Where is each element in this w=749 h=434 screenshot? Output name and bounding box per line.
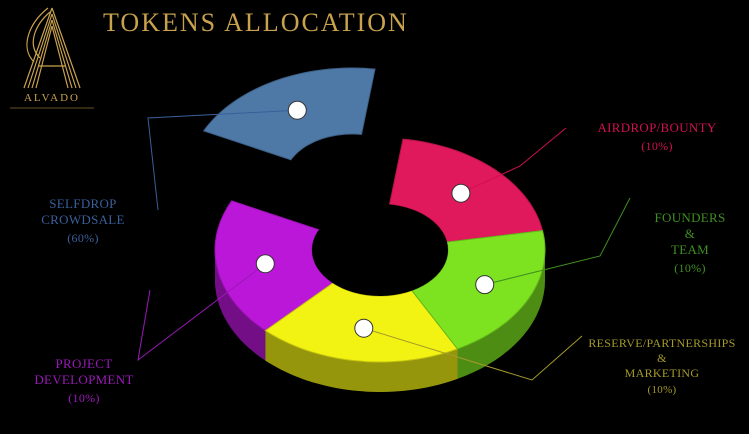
slice-label-2: FOUNDERS & TEAM (10%) — [640, 210, 740, 276]
slice-label-4: PROJECT DEVELOPMENT (10%) — [14, 356, 154, 406]
slice-label-1: AIRDROP/BOUNTY (10%) — [568, 120, 746, 154]
leader-lines — [137, 109, 631, 381]
slice-percent: (10%) — [674, 261, 706, 275]
marker-dot-2 — [475, 275, 495, 295]
slice-label-line: AIRDROP/BOUNTY — [597, 120, 717, 135]
leader-line-2 — [484, 197, 631, 286]
slice-label-line: & — [657, 351, 667, 365]
slice-label-3: RESERVE/PARTNERSHIPS & MARKETING (10%) — [575, 336, 749, 396]
marker-dots — [255, 100, 495, 338]
slice-label-0: SELFDROP CROWDSALE (60%) — [8, 196, 158, 246]
slice-percent: (10%) — [68, 391, 100, 405]
slice-side-4 — [215, 250, 266, 361]
slice-label-line: PROJECT — [55, 356, 113, 371]
slice-label-line: SELFDROP — [49, 196, 117, 211]
leader-line-3 — [363, 327, 583, 381]
slice-label-line: FOUNDERS — [654, 210, 726, 225]
marker-dot-1 — [451, 183, 471, 203]
slice-label-line: & — [684, 226, 696, 241]
alvado-logo — [10, 7, 94, 109]
marker-dot-3 — [354, 318, 374, 338]
chart-title: TOKENS ALLOCATION — [103, 8, 409, 37]
slice-label-line: RESERVE/PARTNERSHIPS — [588, 336, 736, 350]
marker-dot-4 — [255, 254, 275, 274]
slice-label-line: DEVELOPMENT — [34, 372, 134, 387]
slice-label-line: TEAM — [670, 242, 710, 257]
brand-name: ALVADO — [23, 92, 80, 104]
slice-percent: (10%) — [647, 384, 677, 396]
slice-side-2 — [457, 250, 545, 379]
slice-label-line: CROWDSALE — [41, 212, 125, 227]
marker-dot-0 — [287, 100, 307, 120]
leader-line-0 — [147, 109, 298, 211]
slice-percent: (60%) — [67, 231, 99, 245]
slice-percent: (10%) — [641, 139, 673, 153]
leader-line-4 — [137, 263, 266, 362]
leader-line-1 — [460, 127, 567, 194]
donut-hole — [312, 204, 448, 296]
slice-label-line: MARKETING — [624, 366, 700, 380]
